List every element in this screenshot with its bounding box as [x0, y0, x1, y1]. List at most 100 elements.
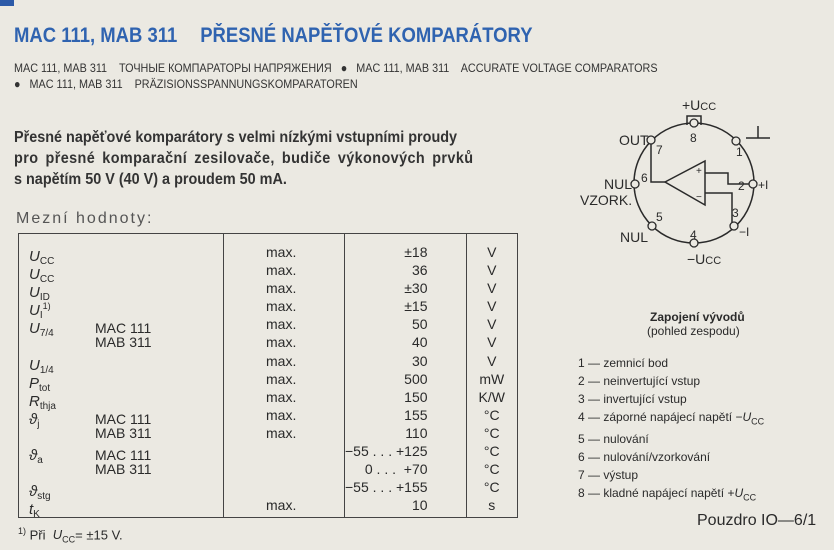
variant: MAB 311: [95, 461, 152, 478]
value: ±30: [404, 280, 428, 297]
table-row-symbol: ϑa MAC 111: [19, 442, 223, 466]
footnote-sub: CC: [62, 534, 76, 545]
pin-6: [630, 179, 640, 189]
unit: V: [487, 262, 497, 279]
package-label: Pouzdro IO—6/1: [697, 512, 817, 529]
subtitle-de: PRÄZISIONSSPANNUNGSKOMPARATOREN: [134, 77, 358, 91]
symbol: UI1): [29, 301, 51, 322]
subtitle-line-2: ● MAC 111, MAB 311 PRÄZISIONSSPANNUNGSKO…: [14, 77, 358, 91]
subtitle-ru: ТОЧНЫЕ КОМПАРАТОРЫ НАПРЯЖЕНИЯ: [119, 61, 332, 75]
unit: V: [487, 298, 497, 315]
qualifier: max.: [266, 334, 297, 351]
intro-line: s napětím 50 V (40 V) a proudem 50 mA.: [14, 171, 287, 188]
pin-3: [729, 221, 739, 231]
table-row-symbol: MAB 311: [19, 424, 223, 442]
pin-legend: 1 — zemnicí bod 2 — neinvertující vstup 3 …: [578, 354, 764, 507]
table-row-symbol: UCC: [19, 243, 223, 267]
subtitle-models-ru: MAC 111, MAB 311: [14, 61, 108, 75]
tab-marker: [686, 115, 702, 125]
table-row-symbol: UID: [19, 279, 223, 303]
intro-paragraph: Přesné napěťové komparátory s velmi nízk…: [14, 127, 473, 190]
opamp-triangle: [663, 159, 706, 207]
table-row-symbol: ϑstg: [19, 478, 223, 502]
limits-table: UCC UCC UID UI1) U7/4 MAC 111 MAB 311 U1/4 Ptot R…: [18, 233, 518, 520]
symbol: ϑstg: [29, 483, 51, 503]
label-vcc-plus: +UCC: [682, 97, 716, 113]
pinout-diagram: 1 2 3 4 5 6 7 8 + − +UCC OUT NUL VZORK. …: [580, 97, 770, 267]
footnote-post: = ±15 V.: [75, 527, 123, 543]
table-row-symbol: UI1): [19, 297, 223, 321]
symbol: ϑj: [29, 410, 40, 430]
qualifier: max.: [266, 352, 297, 369]
table-row-symbol: U7/4 MAC 111: [19, 315, 223, 339]
value: 50: [411, 316, 428, 333]
symbol: ϑa: [29, 447, 43, 467]
ground-icon: [746, 126, 770, 139]
pin-circles: [630, 118, 758, 248]
pin-legend-item: 6 — nulování/vzorkování: [578, 450, 711, 465]
variant: MAC 111: [95, 410, 152, 427]
value: 10: [411, 497, 428, 514]
qualifier-column: max. max. max. max. max. max. max. max. max. max.…: [223, 233, 345, 518]
table-row-symbol: UCC: [19, 261, 223, 285]
symbol: UCC: [29, 248, 55, 267]
symbol: tK: [29, 501, 40, 521]
unit: °C: [483, 461, 500, 478]
intro-line: pro přesné komparační zesilovače, budiče…: [14, 150, 474, 167]
qualifier: max.: [266, 424, 297, 441]
pin-legend-item: 1 — zemnicí bod: [578, 356, 669, 370]
qualifier: max.: [266, 244, 297, 260]
value: 36: [411, 262, 428, 279]
table-row-symbol: MAB 311: [19, 333, 223, 351]
pinout-caption-sub: (pohled zespodu): [647, 324, 740, 338]
qualifier: max.: [266, 262, 297, 279]
table-row-symbol: U1/4: [19, 352, 223, 376]
subtitle-models-de: MAC 111, MAB 311: [29, 77, 123, 91]
table-row-symbol: Rthja: [19, 388, 223, 412]
pin-number: 6: [641, 171, 648, 185]
unit: K/W: [478, 388, 505, 405]
symbol: U1/4: [29, 356, 54, 376]
page-title: MAC 111, MAB 311 PŘESNÉ NAPĚŤOVÉ KOMPARÁT…: [14, 24, 533, 48]
pin-7: [646, 135, 656, 145]
amp-plus: +: [696, 166, 702, 177]
unit: V: [487, 334, 497, 351]
value: 0 . . . +70: [364, 461, 428, 478]
variant: MAB 311: [95, 424, 152, 441]
label-out: OUT: [619, 132, 649, 148]
qualifier: max.: [266, 497, 297, 514]
symbol: Rthja: [29, 392, 56, 412]
title-text: PŘESNÉ NAPĚŤOVÉ KOMPARÁTORY: [200, 24, 533, 47]
pin-5: [647, 221, 657, 231]
footnote: 1) Při UCC= ±15 V.: [18, 526, 123, 545]
pin-number: 3: [732, 206, 739, 220]
pin-number: 1: [736, 145, 743, 159]
corner-mark: [0, 0, 14, 6]
value: −55 . . . +155: [345, 479, 428, 496]
value: 155: [404, 406, 428, 423]
qualifier: max.: [266, 316, 297, 333]
unit: V: [487, 316, 497, 333]
qualifier: [224, 478, 344, 496]
qualifier: max.: [266, 280, 297, 297]
pin-2: [748, 179, 758, 189]
unit: V: [487, 244, 497, 260]
label-in-plus: +I: [758, 178, 768, 192]
qualifier: max.: [266, 388, 297, 405]
symbol: U7/4: [29, 320, 54, 340]
pin-number: 2: [738, 179, 745, 193]
table-row-symbol: ϑj MAC 111: [19, 406, 223, 430]
variant: MAC 111: [95, 320, 152, 337]
label-in-minus: −I: [739, 225, 749, 239]
value: 30: [411, 352, 428, 369]
table-row-symbol: MAB 311: [19, 460, 223, 478]
intro-line: Přesné napěťové komparátory s velmi nízk…: [14, 129, 458, 146]
amp-minus: −: [696, 192, 702, 203]
pin-number: 7: [656, 143, 663, 157]
subtitle-en: ACCURATE VOLTAGE COMPARATORS: [460, 61, 658, 75]
value: ±15: [404, 298, 428, 315]
unit: °C: [483, 479, 500, 496]
pin-legend-item: 5 — nulování: [578, 432, 649, 447]
unit: V: [487, 352, 497, 369]
pinout-caption: Zapojení vývodů: [650, 310, 745, 324]
